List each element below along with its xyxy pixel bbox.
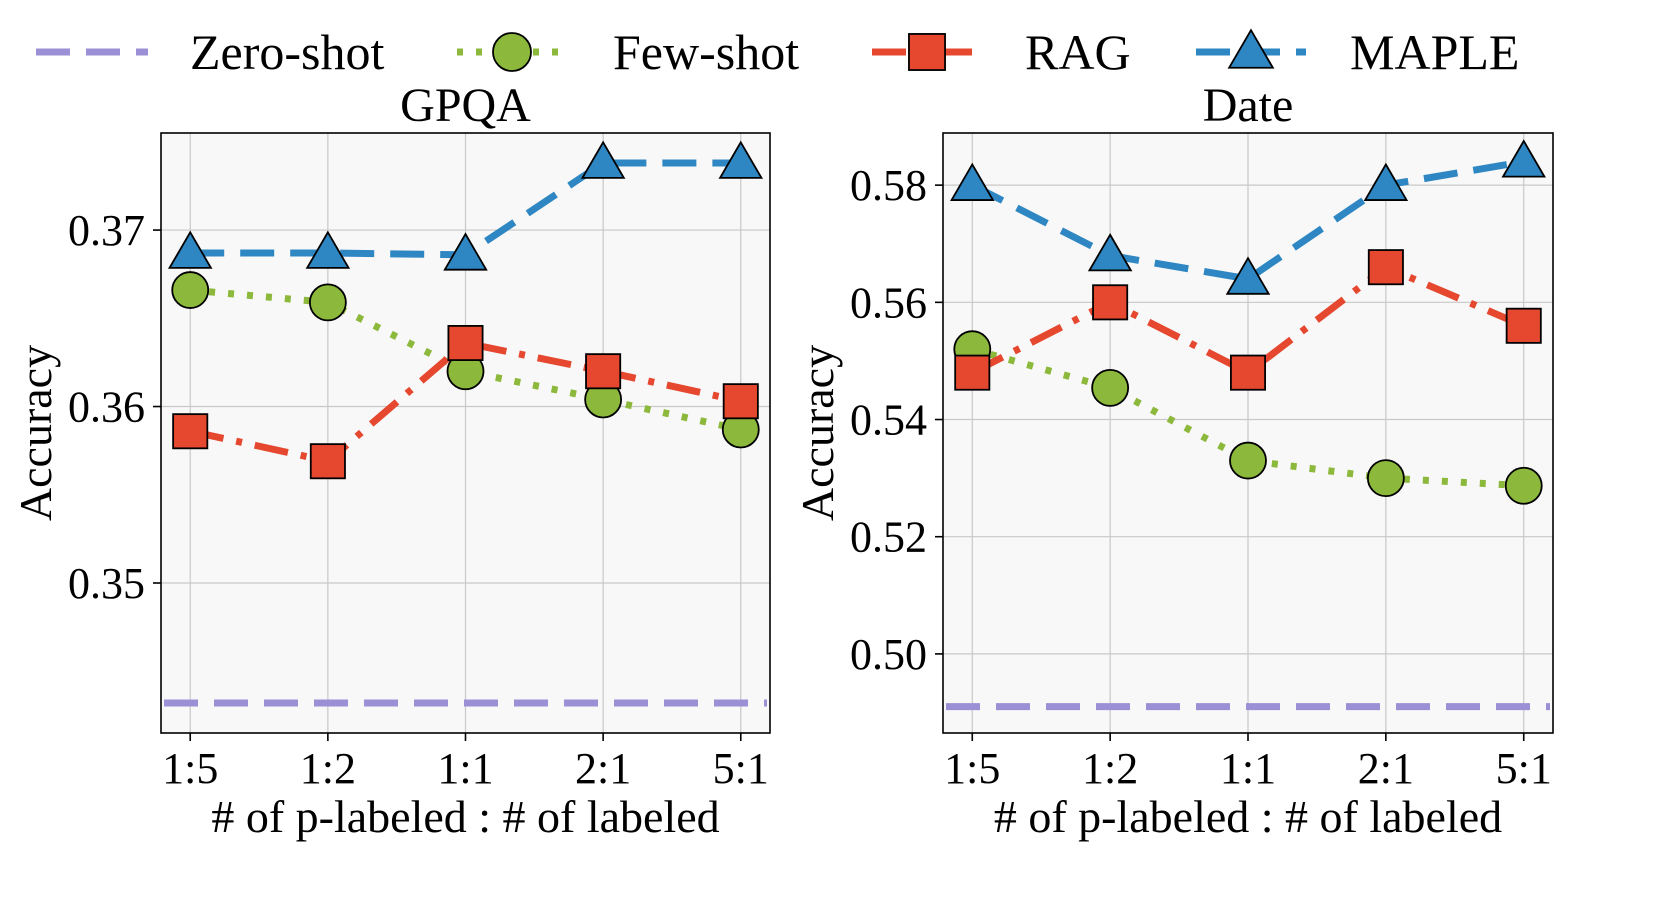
legend-label: Few-shot	[613, 24, 799, 80]
panel-title: Date	[1203, 79, 1294, 132]
series-line-few-shot	[189, 286, 742, 433]
legend-marker	[492, 32, 532, 72]
legend-label: MAPLE	[1350, 24, 1519, 80]
point-few-shot-1-2	[308, 283, 347, 322]
legend-item-few-shot: Few-shot	[457, 24, 799, 80]
point-rag-5-1	[722, 383, 759, 420]
legend-marker	[908, 33, 946, 71]
y-tick-label: 0.52	[850, 513, 927, 562]
point-few-shot-1-5	[171, 271, 210, 309]
point-rag-1-1	[1230, 354, 1267, 391]
point-maple-1-2	[1087, 232, 1133, 272]
point-maple-1-2	[305, 230, 351, 269]
legend-item-zero-shot: Zero-shot	[36, 24, 384, 80]
point-rag-1-2	[1092, 284, 1129, 321]
y-tick-label: 0.58	[850, 161, 927, 210]
point-few-shot-1-2	[1091, 368, 1130, 407]
x-axis-label: # of p-labeled : # of labeled	[994, 791, 1502, 842]
x-tick-label: 1:2	[300, 744, 356, 793]
point-rag-1-5	[954, 354, 991, 391]
y-tick-label: 0.54	[850, 396, 927, 445]
x-tick-label: 2:1	[575, 744, 631, 793]
legend-item-rag: RAG	[872, 24, 1131, 80]
series-line-few-shot	[971, 345, 1524, 490]
legend-label: RAG	[1025, 24, 1131, 80]
point-few-shot-1-1	[1229, 441, 1267, 480]
series-line-maple	[970, 158, 1525, 283]
y-tick-label: 0.37	[68, 206, 145, 255]
x-tick-label: 1:5	[944, 744, 1000, 793]
x-axis-label: # of p-labeled : # of labeled	[211, 791, 719, 842]
point-few-shot-2-1	[1366, 459, 1405, 498]
legend-label: Zero-shot	[190, 24, 384, 80]
chart-panel-gpqa: 1:5 1:2 1:1 2:1 5:1 0.35 0.36 0.37 GPQA # of p-la…	[10, 79, 771, 842]
series-line-rag	[970, 263, 1526, 377]
chart-panel-date: 1:5 1:2 1:1 2:1 5:1 0.50 0.52 0.54 0.56 0.58 Date #…	[792, 79, 1554, 842]
legend-item-maple: MAPLE	[1196, 24, 1519, 80]
legend: Zero-shot Few-shot RAG MAPLE	[36, 24, 1519, 80]
y-tick-label: 0.50	[850, 630, 927, 679]
legend-marker	[1227, 28, 1275, 69]
x-tick-label: 1:1	[437, 744, 493, 793]
point-maple-1-1	[443, 232, 488, 271]
point-maple-1-1	[1225, 256, 1271, 295]
x-tick-label: 2:1	[1358, 744, 1414, 793]
y-axis-label: Accuracy	[792, 345, 843, 521]
y-tick-label: 0.56	[850, 278, 927, 327]
point-rag-5-1	[1505, 307, 1542, 344]
point-rag-1-2	[309, 443, 346, 480]
x-tick-label: 1:5	[162, 744, 218, 793]
point-maple-5-1	[1501, 139, 1546, 178]
x-tick-label: 5:1	[713, 744, 769, 793]
x-tick-label: 5:1	[1496, 744, 1552, 793]
point-maple-5-1	[718, 140, 764, 179]
point-rag-2-1	[585, 353, 622, 390]
point-rag-2-1	[1367, 249, 1404, 286]
series-line-rag	[189, 339, 742, 465]
point-rag-1-1	[447, 324, 484, 361]
x-tick-label: 1:1	[1220, 744, 1276, 793]
x-tick-label: 1:2	[1082, 744, 1138, 793]
point-few-shot-5-1	[1504, 466, 1543, 505]
y-tick-label: 0.36	[68, 383, 145, 432]
point-maple-2-1	[1363, 162, 1409, 201]
point-maple-2-1	[580, 140, 626, 179]
point-rag-1-5	[172, 413, 209, 450]
y-axis-label: Accuracy	[10, 345, 61, 521]
point-maple-1-5	[950, 162, 995, 201]
y-tick-label: 0.35	[68, 559, 145, 608]
panel-title: GPQA	[400, 79, 531, 132]
point-maple-1-5	[167, 230, 213, 269]
